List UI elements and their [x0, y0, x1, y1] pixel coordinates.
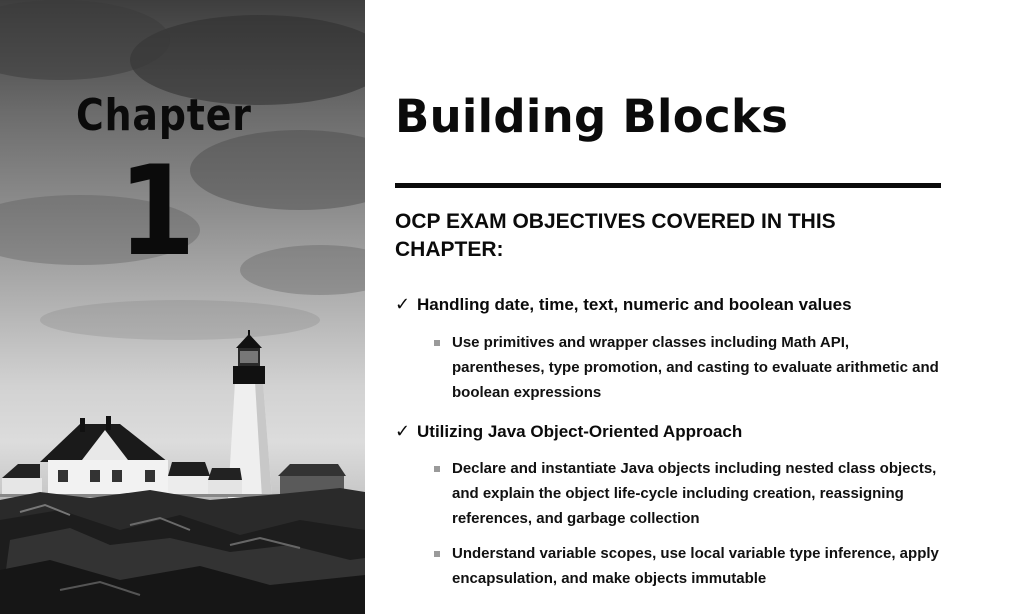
title-rule: [395, 183, 941, 188]
chapter-photo: Chapter 1: [0, 0, 365, 614]
objective-title: ✓ Utilizing Java Object-Oriented Approach: [395, 421, 742, 442]
objectives-heading: OCP EXAM OBJECTIVES COVERED IN THIS CHAP…: [395, 210, 836, 261]
objective-title-text: Utilizing Java Object-Oriented Approach: [417, 422, 743, 441]
objective-item-text: Understand variable scopes, use local va…: [452, 545, 939, 587]
lighthouse-photo: [0, 0, 365, 614]
bullet-icon: [434, 551, 440, 557]
objective-title-text: Handling date, time, text, numeric and b…: [417, 295, 852, 314]
objective-item: Declare and instantiate Java objects inc…: [434, 456, 942, 531]
objective-item-text: Use primitives and wrapper classes inclu…: [452, 334, 939, 401]
objective-item: Understand variable scopes, use local va…: [434, 541, 942, 591]
chapter-title: Building Blocks: [395, 90, 789, 143]
objective-title: ✓ Handling date, time, text, numeric and …: [395, 294, 852, 315]
bullet-icon: [434, 466, 440, 472]
objective-item: Use primitives and wrapper classes inclu…: [434, 330, 942, 405]
chapter-number: 1: [118, 140, 196, 284]
chapter-label: Chapter: [76, 90, 252, 141]
check-icon: ✓: [395, 421, 411, 442]
check-icon: ✓: [395, 294, 411, 315]
objective-item-text: Declare and instantiate Java objects inc…: [452, 460, 937, 527]
bullet-icon: [434, 340, 440, 346]
